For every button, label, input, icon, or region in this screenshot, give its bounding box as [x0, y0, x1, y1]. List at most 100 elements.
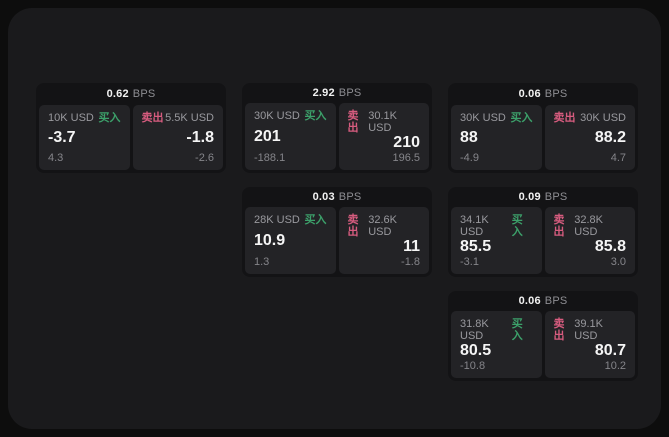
bps-unit-label: BPS	[544, 88, 568, 100]
sell-tag: 卖出	[553, 318, 565, 342]
pane-top: 卖出 32.6K USD	[348, 214, 421, 238]
buy-price: 10.9	[254, 232, 286, 249]
buy-delta: -3.1	[460, 256, 479, 268]
buy-amount: 30K USD	[254, 110, 300, 122]
buy-delta: -4.9	[460, 152, 479, 164]
quote-card[interactable]: 0.62 BPS 10K USD 买入 -3.7 4.3 卖出 5.5K USD	[36, 83, 226, 173]
sell-price: 210	[393, 134, 420, 151]
card-header: 0.62 BPS	[39, 83, 223, 105]
buy-amount: 30K USD	[460, 112, 506, 124]
sell-tag: 卖出	[141, 112, 164, 124]
sell-price: -1.8	[186, 129, 214, 146]
sell-delta: 4.7	[610, 152, 626, 164]
sell-amount: 39.1K USD	[574, 318, 603, 342]
sell-delta: 196.5	[392, 152, 420, 164]
sell-price: 88.2	[594, 129, 626, 146]
bps-value: 0.03	[312, 191, 335, 203]
sell-delta: 10.2	[604, 360, 626, 372]
sell-tag: 卖出	[553, 112, 576, 124]
card-body: 31.8K USD 买入 80.5 -10.8 卖出 39.1K USD 80.…	[451, 311, 635, 378]
sell-tag: 卖出	[347, 110, 359, 134]
pane-top: 10K USD 买入	[48, 112, 121, 124]
pane-top: 卖出 39.1K USD	[554, 318, 627, 342]
sell-delta: -1.8	[401, 256, 420, 268]
quote-card[interactable]: 0.03 BPS 28K USD 买入 10.9 1.3 卖出 32.6K US…	[242, 187, 432, 277]
buy-amount: 10K USD	[48, 112, 94, 124]
buy-pane[interactable]: 30K USD 买入 201 -188.1	[245, 103, 336, 170]
buy-tag: 买入	[511, 214, 523, 238]
sell-amount: 30K USD	[580, 112, 626, 124]
card-body: 28K USD 买入 10.9 1.3 卖出 32.6K USD 11 -1.8	[245, 207, 429, 274]
bps-unit-label: BPS	[338, 87, 362, 99]
pane-top: 卖出 30K USD	[554, 112, 627, 124]
buy-amount: 31.8K USD	[460, 318, 489, 342]
pane-top: 卖出 5.5K USD	[142, 112, 215, 124]
sell-delta: 3.0	[610, 256, 626, 268]
buy-delta: 1.3	[254, 256, 270, 268]
pane-top: 31.8K USD 买入	[460, 318, 533, 342]
bps-value: 0.62	[106, 88, 129, 100]
card-header: 2.92 BPS	[245, 83, 429, 103]
buy-pane[interactable]: 34.1K USD 买入 85.5 -3.1	[451, 207, 542, 274]
bps-unit-label: BPS	[544, 191, 568, 203]
sell-price: 80.7	[594, 342, 626, 359]
sell-pane[interactable]: 卖出 39.1K USD 80.7 10.2	[544, 311, 635, 378]
card-header: 0.03 BPS	[245, 187, 429, 207]
buy-pane[interactable]: 31.8K USD 买入 80.5 -10.8	[451, 311, 542, 378]
buy-price: -3.7	[48, 129, 76, 146]
buy-tag: 买入	[304, 214, 327, 226]
buy-tag: 买入	[304, 110, 327, 122]
sell-pane[interactable]: 卖出 5.5K USD -1.8 -2.6	[132, 105, 223, 170]
buy-delta: -10.8	[460, 360, 486, 372]
pane-top: 30K USD 买入	[254, 110, 327, 122]
card-header: 0.06 BPS	[451, 83, 635, 105]
bps-value: 0.06	[518, 88, 541, 100]
sell-amount: 30.1K USD	[368, 110, 397, 134]
pane-top: 30K USD 买入	[460, 112, 533, 124]
buy-price: 85.5	[460, 238, 492, 255]
sell-tag: 卖出	[553, 214, 565, 238]
bps-unit-label: BPS	[132, 88, 156, 100]
card-body: 34.1K USD 买入 85.5 -3.1 卖出 32.8K USD 85.8…	[451, 207, 635, 274]
quote-card[interactable]: 0.06 BPS 30K USD 买入 88 -4.9 卖出 30K USD	[448, 83, 638, 173]
sell-pane[interactable]: 卖出 30.1K USD 210 196.5	[338, 103, 429, 170]
sell-delta: -2.6	[195, 152, 214, 164]
buy-amount: 34.1K USD	[460, 214, 489, 238]
bps-value: 0.06	[518, 295, 541, 307]
card-header: 0.06 BPS	[451, 291, 635, 311]
buy-pane[interactable]: 28K USD 买入 10.9 1.3	[245, 207, 336, 274]
sell-price: 11	[403, 238, 420, 255]
buy-pane[interactable]: 10K USD 买入 -3.7 4.3	[39, 105, 130, 170]
card-header: 0.09 BPS	[451, 187, 635, 207]
pane-top: 34.1K USD 买入	[460, 214, 533, 238]
sell-tag: 卖出	[347, 214, 359, 238]
card-body: 10K USD 买入 -3.7 4.3 卖出 5.5K USD -1.8 -2.…	[39, 105, 223, 170]
quote-card[interactable]: 0.09 BPS 34.1K USD 买入 85.5 -3.1 卖出 32.8K…	[448, 187, 638, 277]
buy-tag: 买入	[510, 112, 533, 124]
bps-unit-label: BPS	[338, 191, 362, 203]
pane-top: 卖出 30.1K USD	[348, 110, 421, 134]
quote-board: 0.62 BPS 10K USD 买入 -3.7 4.3 卖出 5.5K USD	[36, 83, 638, 381]
sell-amount: 5.5K USD	[165, 112, 214, 124]
bps-value: 2.92	[312, 87, 335, 99]
sell-amount: 32.8K USD	[574, 214, 603, 238]
buy-price: 201	[254, 128, 281, 145]
sell-pane[interactable]: 卖出 32.8K USD 85.8 3.0	[544, 207, 635, 274]
quote-card[interactable]: 0.06 BPS 31.8K USD 买入 80.5 -10.8 卖出 39.1…	[448, 291, 638, 381]
sell-amount: 32.6K USD	[368, 214, 397, 238]
sell-pane[interactable]: 卖出 32.6K USD 11 -1.8	[338, 207, 429, 274]
quote-card[interactable]: 2.92 BPS 30K USD 买入 201 -188.1 卖出 30.1K …	[242, 83, 432, 173]
sell-pane[interactable]: 卖出 30K USD 88.2 4.7	[544, 105, 635, 170]
buy-price: 88	[460, 129, 478, 146]
buy-pane[interactable]: 30K USD 买入 88 -4.9	[451, 105, 542, 170]
buy-tag: 买入	[511, 318, 523, 342]
bps-value: 0.09	[518, 191, 541, 203]
buy-amount: 28K USD	[254, 214, 300, 226]
buy-delta: 4.3	[48, 152, 64, 164]
buy-delta: -188.1	[254, 152, 286, 164]
main-panel: 0.62 BPS 10K USD 买入 -3.7 4.3 卖出 5.5K USD	[8, 8, 661, 429]
card-body: 30K USD 买入 201 -188.1 卖出 30.1K USD 210 1…	[245, 103, 429, 170]
sell-price: 85.8	[594, 238, 626, 255]
buy-tag: 买入	[98, 112, 121, 124]
bps-unit-label: BPS	[544, 295, 568, 307]
